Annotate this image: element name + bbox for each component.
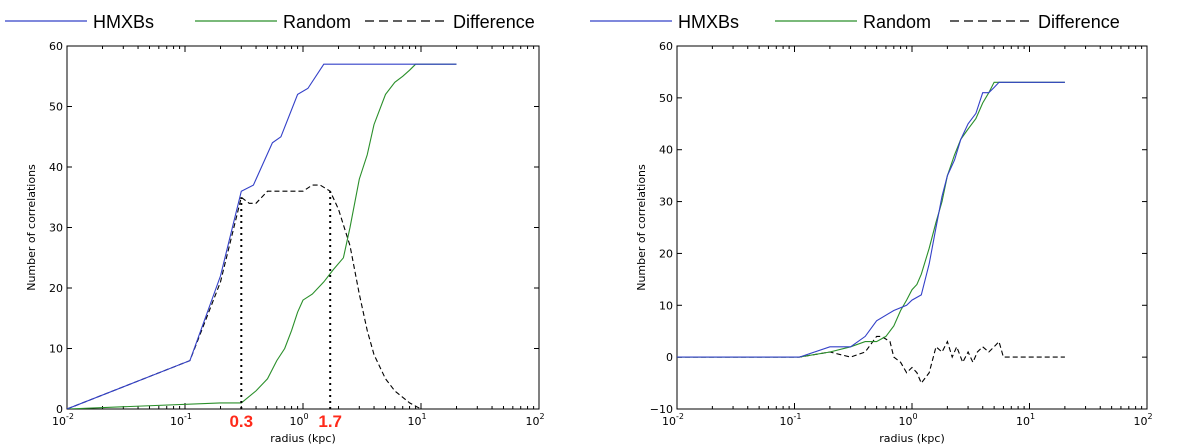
x-tick-label: 102 — [525, 412, 544, 428]
y-tick-label: 60 — [49, 40, 63, 53]
plot-frame — [676, 45, 1148, 410]
legend-label-difference: Difference — [453, 12, 535, 32]
y-tick-label: 30 — [659, 196, 673, 209]
y-tick-label: 60 — [659, 40, 673, 53]
series-line-hmxbs — [677, 81, 1065, 358]
x-tick-label: 100 — [289, 412, 308, 428]
series-line-random — [67, 63, 457, 409]
x-tick-label: 10-1 — [170, 412, 192, 428]
legend: HMXBs Random Difference — [590, 12, 1120, 32]
legend-label-random: Random — [863, 12, 931, 32]
x-tick-label: 10-1 — [780, 412, 802, 428]
legend-label-hmxbs: HMXBs — [678, 12, 739, 32]
series-line-difference — [677, 335, 1065, 385]
y-tick-label: 20 — [659, 247, 673, 260]
x-tick-label: 101 — [407, 412, 426, 428]
legend: HMXBs Random Difference — [5, 12, 535, 32]
series-line-difference — [67, 184, 457, 409]
y-tick-label: 10 — [49, 343, 63, 356]
y-axis-label: Number of correlations — [25, 164, 38, 291]
series-line-hmxbs — [67, 63, 457, 409]
chart-panel-1: HMXBs Random Difference 0 10 20 30 40 50 60 10-2 10… — [5, 12, 545, 445]
x-axis-label: radius (kpc) — [879, 432, 944, 445]
y-tick-label: 20 — [49, 282, 63, 295]
plot-frame — [66, 45, 540, 410]
x-tick-label: 102 — [1133, 412, 1152, 428]
x-axis-label: radius (kpc) — [270, 432, 335, 445]
y-tick-label: 30 — [49, 222, 63, 235]
legend-label-hmxbs: HMXBs — [93, 12, 154, 32]
y-tick-label: −10 — [650, 403, 673, 416]
marker-label: 0.3 — [229, 412, 253, 431]
legend-label-random: Random — [283, 12, 351, 32]
y-tick-label: 0 — [56, 403, 63, 416]
marker-label: 1.7 — [318, 412, 342, 431]
y-axis-label: Number of correlations — [635, 164, 648, 291]
x-tick-label: 10-2 — [662, 412, 684, 428]
y-tick-label: 40 — [49, 161, 63, 174]
legend-label-difference: Difference — [1038, 12, 1120, 32]
y-tick-label: 50 — [49, 101, 63, 114]
y-tick-label: 50 — [659, 92, 673, 105]
y-tick-label: 10 — [659, 299, 673, 312]
x-tick-label: 100 — [898, 412, 917, 428]
x-tick-label: 10-2 — [52, 412, 74, 428]
x-tick-label: 101 — [1016, 412, 1035, 428]
y-tick-label: 40 — [659, 144, 673, 157]
y-tick-label: 0 — [666, 351, 673, 364]
series-line-random — [677, 81, 1065, 358]
chart-panel-2: HMXBs Random Difference −10 0 10 20 30 40 50 60 10-… — [590, 12, 1153, 445]
